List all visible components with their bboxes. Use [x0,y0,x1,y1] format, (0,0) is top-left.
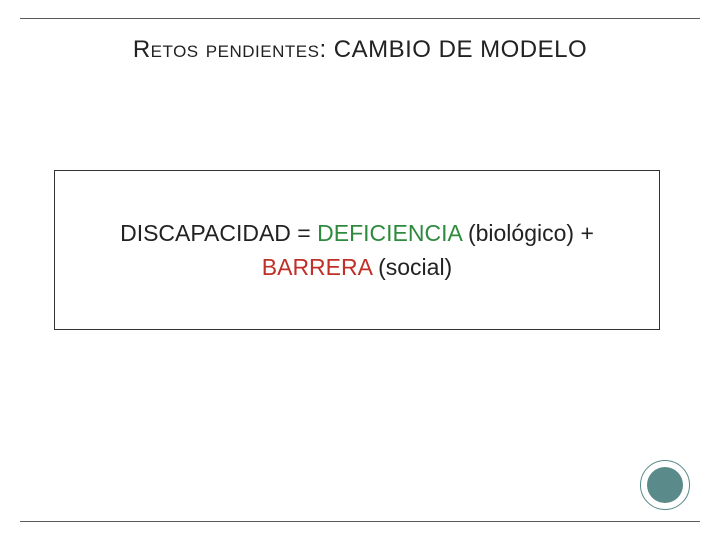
decorative-circle-icon [640,460,690,510]
slide-title: Retos pendientes: CAMBIO DE MODELO [0,36,720,64]
formula-box: DISCAPACIDAD = DEFICIENCIA (biológico) +… [54,170,660,330]
top-rule [20,18,700,19]
slide: Retos pendientes: CAMBIO DE MODELO DISCA… [0,0,720,540]
formula-term2-qual: (social) [372,254,453,280]
formula-text: DISCAPACIDAD = DEFICIENCIA (biológico) +… [120,216,594,285]
title-part1: Retos pendientes [133,36,320,63]
formula-term2: BARRERA [262,254,372,280]
formula-term1-qual: (biológico) [462,220,581,246]
formula-eq: = [291,220,317,246]
title-part2: CAMBIO DE MODELO [334,36,587,63]
formula-plus: + [580,220,593,246]
decorative-circle-inner-icon [647,467,683,503]
formula-lhs: DISCAPACIDAD [120,220,291,246]
title-sep: : [319,36,333,63]
bottom-rule [20,521,700,522]
formula-term1: DEFICIENCIA [317,220,461,246]
